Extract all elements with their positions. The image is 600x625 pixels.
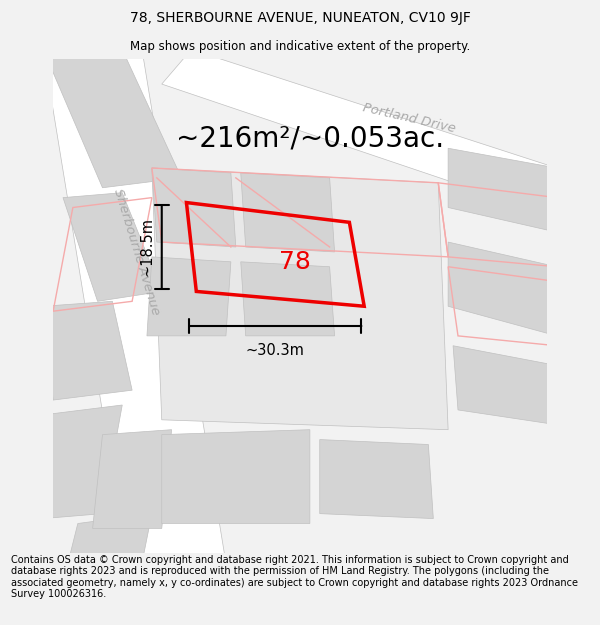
Polygon shape <box>448 242 557 336</box>
Polygon shape <box>162 430 310 524</box>
Text: Contains OS data © Crown copyright and database right 2021. This information is : Contains OS data © Crown copyright and d… <box>11 554 578 599</box>
Text: ~18.5m: ~18.5m <box>139 217 154 276</box>
Polygon shape <box>43 301 132 400</box>
Polygon shape <box>320 439 433 519</box>
Text: ~216m²/~0.053ac.: ~216m²/~0.053ac. <box>176 124 444 152</box>
Polygon shape <box>43 49 226 563</box>
Text: Sherbourne Avenue: Sherbourne Avenue <box>112 187 163 317</box>
Polygon shape <box>147 257 231 336</box>
Polygon shape <box>448 148 557 232</box>
Polygon shape <box>241 262 335 336</box>
Polygon shape <box>162 49 557 217</box>
Polygon shape <box>241 173 335 252</box>
Text: ~30.3m: ~30.3m <box>246 343 305 358</box>
Polygon shape <box>68 514 152 563</box>
Text: 78, SHERBOURNE AVENUE, NUNEATON, CV10 9JF: 78, SHERBOURNE AVENUE, NUNEATON, CV10 9J… <box>130 11 470 25</box>
Polygon shape <box>152 168 448 430</box>
Text: 78: 78 <box>279 250 311 274</box>
Polygon shape <box>92 430 172 529</box>
Polygon shape <box>43 49 181 187</box>
Polygon shape <box>63 192 162 301</box>
Text: Map shows position and indicative extent of the property.: Map shows position and indicative extent… <box>130 40 470 52</box>
Polygon shape <box>152 168 236 247</box>
Text: Portland Drive: Portland Drive <box>361 102 457 136</box>
Polygon shape <box>453 346 557 425</box>
Polygon shape <box>43 405 122 519</box>
